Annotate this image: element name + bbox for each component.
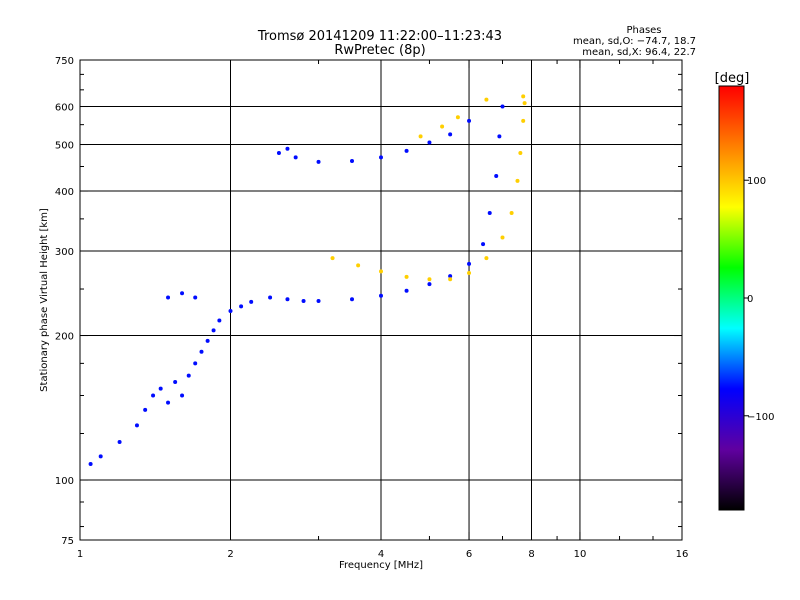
x-mode-point <box>467 270 472 275</box>
y-tick-label: 75 <box>61 536 74 547</box>
o-mode-point <box>350 159 355 164</box>
o-mode-point <box>228 308 233 313</box>
phase-box-line2: mean, sd,X: 96.4, 22.7 <box>582 47 696 58</box>
o-mode-point <box>497 134 502 139</box>
colorbar <box>718 85 745 511</box>
o-mode-point <box>427 140 432 145</box>
o-mode-point <box>293 155 298 160</box>
o-mode-point <box>276 151 281 156</box>
o-mode-point <box>316 299 321 304</box>
o-mode-point <box>180 291 185 296</box>
o-mode-point <box>285 146 290 151</box>
grid-lines <box>80 60 682 540</box>
o-mode-point <box>500 104 505 109</box>
o-mode-point <box>199 349 204 354</box>
x-mode-point <box>521 118 526 123</box>
o-mode-point <box>494 173 499 178</box>
x-mode-point <box>404 274 409 279</box>
o-mode-point <box>173 380 178 385</box>
o-mode-point <box>166 295 171 300</box>
o-mode-point <box>98 454 103 459</box>
o-mode-point <box>467 261 472 266</box>
x-tick-label: 2 <box>227 549 233 560</box>
x-mode-point <box>455 115 460 120</box>
o-mode-point <box>249 299 254 304</box>
o-mode-point <box>143 407 148 412</box>
chart-title: Tromsø 20141209 11:22:00–11:23:43 <box>257 29 502 44</box>
x-mode-point <box>522 101 527 106</box>
x-mode-point <box>379 269 383 274</box>
x-tick-label: 4 <box>378 549 384 560</box>
x-tick-label: 6 <box>466 549 472 560</box>
y-tick-label: 200 <box>55 332 74 343</box>
o-mode-point <box>186 373 191 378</box>
colorbar-tick-label: 100 <box>747 176 766 187</box>
o-mode-point <box>88 461 93 466</box>
o-mode-point <box>117 440 122 445</box>
o-mode-point <box>404 288 409 293</box>
o-mode-point <box>193 295 198 300</box>
x-tick-label: 1 <box>77 549 83 560</box>
x-mode-point <box>500 235 505 240</box>
x-mode-point <box>521 94 526 99</box>
colorbar-tick-label: 0 <box>747 294 753 305</box>
o-mode-point <box>239 304 244 309</box>
x-mode-point <box>484 256 489 261</box>
o-mode-point <box>467 118 472 123</box>
o-mode-point <box>301 299 306 304</box>
x-mode-point <box>427 277 432 282</box>
o-mode-point <box>404 148 409 153</box>
o-mode-point <box>158 386 163 391</box>
chart-subtitle: RwPretec (8p) <box>334 43 425 58</box>
o-mode-point <box>316 159 321 164</box>
y-tick-label: 500 <box>55 141 74 152</box>
o-mode-point <box>217 318 222 323</box>
o-mode-point <box>166 400 171 405</box>
x-mode-point <box>515 178 520 183</box>
x-mode-point <box>418 134 423 139</box>
x-mode-point <box>509 211 514 216</box>
o-mode-point <box>193 361 198 366</box>
o-mode-point <box>268 295 273 300</box>
x-mode-point <box>518 151 523 156</box>
colorbar-tick-label: −100 <box>747 412 774 423</box>
colorbar-label: [deg] <box>715 71 750 86</box>
phase-box-line1: mean, sd,O: −74.7, 18.7 <box>573 36 696 47</box>
y-tick-label: 600 <box>55 103 74 114</box>
o-mode-point <box>211 328 216 333</box>
o-mode-point <box>481 242 486 247</box>
o-mode-point <box>285 297 290 302</box>
o-mode-point <box>427 282 432 287</box>
x-mode-point <box>330 256 335 261</box>
o-mode-point <box>448 274 453 279</box>
o-mode-point <box>180 393 185 398</box>
o-mode-point <box>487 211 492 216</box>
y-tick-label: 100 <box>55 476 74 487</box>
phase-box-title: Phases <box>626 25 661 36</box>
y-tick-label: 400 <box>55 187 74 198</box>
y-axis-label: Stationary phase Virtual Height [km] <box>39 208 50 392</box>
x-mode-point <box>448 277 453 282</box>
x-tick-label: 10 <box>574 549 587 560</box>
o-mode-point <box>151 393 156 398</box>
x-mode-point <box>356 263 361 268</box>
y-tick-label: 300 <box>55 247 74 258</box>
x-mode-point <box>484 97 489 102</box>
y-tick-label: 750 <box>55 56 74 67</box>
x-mode-point <box>440 124 445 129</box>
colorbar-ticks: 100 0 −100 <box>744 176 774 423</box>
o-mode-point <box>379 293 383 298</box>
o-mode-point <box>350 297 355 302</box>
data-points <box>88 94 527 466</box>
o-mode-point <box>134 423 139 428</box>
axis-ticks: 1 2 4 6 8 10 16 75 100 200 300 400 500 600 750 <box>55 56 688 560</box>
x-tick-label: 8 <box>528 549 534 560</box>
o-mode-point <box>448 132 453 137</box>
x-tick-label: 16 <box>676 549 689 560</box>
o-mode-point <box>205 338 210 343</box>
x-axis-label: Frequency [MHz] <box>339 560 423 571</box>
o-mode-point <box>379 155 383 160</box>
